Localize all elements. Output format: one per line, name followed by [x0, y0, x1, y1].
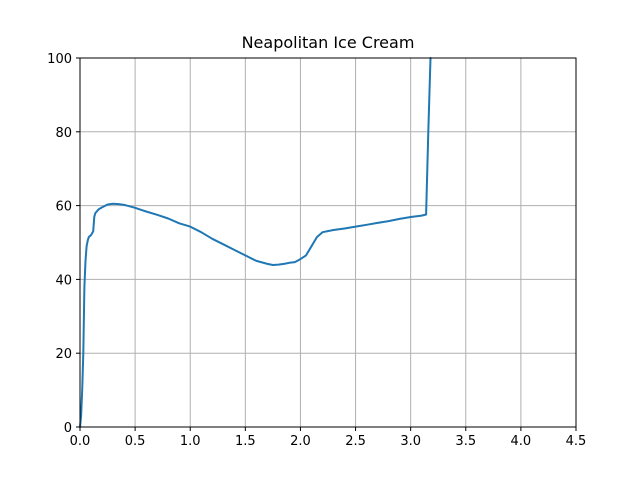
x-tick-label: 3.0	[400, 434, 421, 449]
x-tick-label: 2.5	[345, 434, 366, 449]
y-axis: 0 20 40 60 80 100	[47, 52, 80, 436]
x-axis: 0.0 0.5 1.0 1.5 2.0 2.5 3.0 3.5 4.0 4.5	[70, 427, 587, 449]
y-tick-label: 0	[64, 421, 72, 436]
x-tick-label: 1.5	[235, 434, 256, 449]
x-tick-label: 4.0	[511, 434, 532, 449]
x-tick-label: 1.0	[180, 434, 201, 449]
y-tick-label: 20	[55, 347, 72, 362]
y-tick-label: 60	[55, 200, 72, 215]
y-tick-label: 40	[55, 273, 72, 288]
chart-title: Neapolitan Ice Cream	[242, 33, 415, 52]
series-line	[79, 57, 432, 428]
x-tick-label: 2.0	[290, 434, 311, 449]
y-tick-label: 80	[55, 126, 72, 141]
x-tick-label: 4.5	[566, 434, 587, 449]
x-tick-label: 0.0	[70, 434, 91, 449]
x-tick-label: 0.5	[125, 434, 146, 449]
x-tick-label: 3.5	[455, 434, 476, 449]
series-layer	[79, 57, 432, 428]
y-tick-label: 100	[47, 52, 72, 67]
axes-frame	[79, 57, 577, 428]
